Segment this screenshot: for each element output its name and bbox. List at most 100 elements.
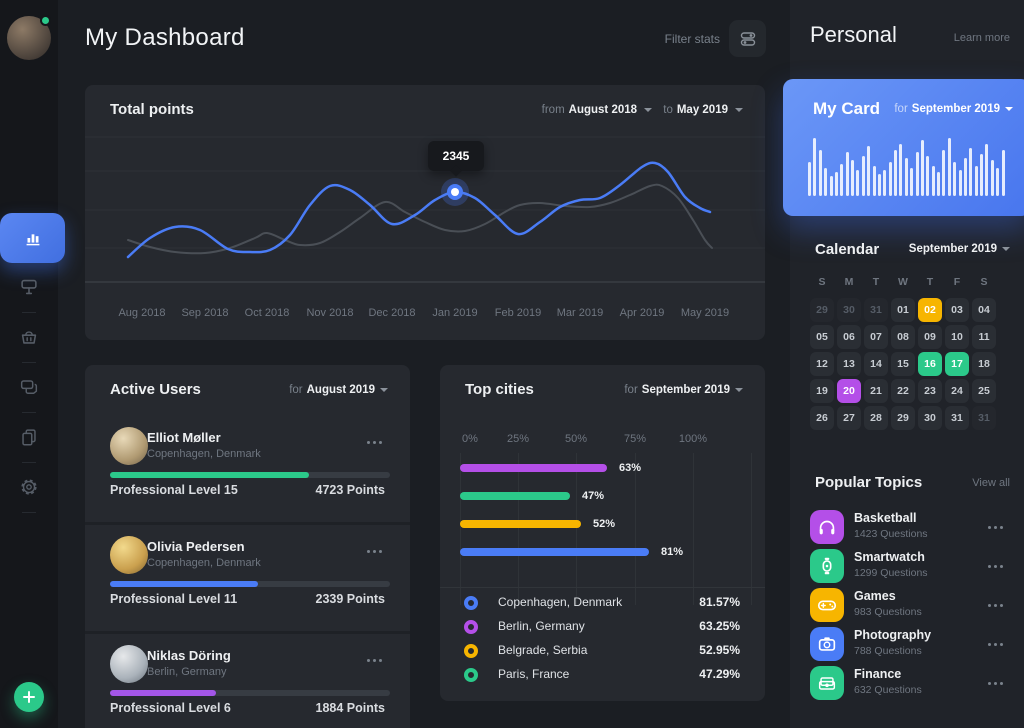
more-options-icon[interactable] — [367, 657, 385, 663]
wave-bar — [904, 158, 908, 196]
calendar-month[interactable]: September 2019 — [908, 243, 997, 255]
calendar-day[interactable]: 08 — [891, 325, 915, 349]
topic-row[interactable]: Photography 788 Questions — [790, 627, 1024, 661]
calendar-day[interactable]: 21 — [864, 379, 888, 403]
active-users-card: Active Users for August 2019 Elliot Mølle… — [85, 365, 410, 728]
calendar-day[interactable]: 07 — [864, 325, 888, 349]
to-value[interactable]: May 2019 — [676, 104, 728, 116]
more-options-icon[interactable] — [988, 524, 1006, 530]
calendar-day[interactable]: 12 — [810, 352, 834, 376]
calendar-day[interactable]: 29 — [810, 298, 834, 322]
sidebar-item-messages[interactable] — [0, 367, 58, 407]
user-name: Olivia Pedersen — [147, 539, 245, 554]
waveform-chart — [808, 134, 1005, 196]
calendar-day[interactable]: 27 — [837, 406, 861, 430]
wave-bar — [947, 138, 951, 196]
chevron-down-icon — [1002, 247, 1010, 251]
calendar-day[interactable]: 02 — [918, 298, 942, 322]
calendar-day[interactable]: 03 — [945, 298, 969, 322]
legend-city: Paris, France — [498, 667, 570, 681]
calendar-day[interactable]: 19 — [810, 379, 834, 403]
topic-row[interactable]: Finance 632 Questions — [790, 666, 1024, 700]
more-options-icon[interactable] — [988, 563, 1006, 569]
calendar-day[interactable]: 29 — [891, 406, 915, 430]
wave-bar — [931, 166, 935, 196]
wave-bar — [920, 140, 924, 196]
calendar-day[interactable]: 20 — [837, 379, 861, 403]
user-row: Olivia Pedersen Copenhagen, Denmark Profes… — [85, 536, 410, 636]
weekday-label: S — [818, 276, 826, 288]
calendar-day[interactable]: 01 — [891, 298, 915, 322]
calendar-day[interactable]: 11 — [972, 325, 996, 349]
user-avatar[interactable] — [110, 427, 148, 465]
progress-track — [110, 581, 390, 587]
calendar-day[interactable]: 06 — [837, 325, 861, 349]
calendar-day[interactable]: 26 — [810, 406, 834, 430]
gridline — [751, 453, 752, 605]
calendar-day[interactable]: 04 — [972, 298, 996, 322]
from-value[interactable]: August 2018 — [568, 104, 638, 116]
month-selector[interactable]: for September 2019 — [894, 103, 1013, 115]
topic-row[interactable]: Games 983 Questions — [790, 588, 1024, 622]
user-avatar[interactable] — [110, 645, 148, 683]
calendar-day[interactable]: 25 — [972, 379, 996, 403]
sidebar-item-settings[interactable] — [0, 467, 58, 507]
user-avatar[interactable] — [7, 15, 51, 60]
learn-more-link[interactable]: Learn more — [953, 32, 1010, 44]
more-options-icon[interactable] — [367, 439, 385, 445]
calendar-day[interactable]: 18 — [972, 352, 996, 376]
calendar-day[interactable]: 24 — [945, 379, 969, 403]
legend-ring-icon — [464, 668, 478, 682]
more-options-icon[interactable] — [988, 602, 1006, 608]
signpost-icon — [21, 279, 37, 295]
calendar-day[interactable]: 13 — [837, 352, 861, 376]
calendar-day[interactable]: 31 — [972, 406, 996, 430]
month-selector[interactable]: September 2019 — [909, 243, 1010, 255]
calendar-day[interactable]: 30 — [918, 406, 942, 430]
filter-stats-button[interactable] — [729, 20, 766, 57]
topic-name: Photography — [854, 628, 932, 642]
month-selector[interactable]: for September 2019 — [624, 384, 743, 396]
calendar-day[interactable]: 09 — [918, 325, 942, 349]
date-range-selector[interactable]: from August 2018 to May 2019 — [542, 104, 743, 116]
sidebar-item-dashboard[interactable] — [0, 213, 65, 263]
for-value[interactable]: September 2019 — [641, 384, 730, 396]
calendar-day[interactable]: 28 — [864, 406, 888, 430]
legend-city: Belgrade, Serbia — [498, 643, 588, 657]
calendar-day[interactable]: 10 — [945, 325, 969, 349]
calendar-day[interactable]: 30 — [837, 298, 861, 322]
for-value[interactable]: August 2019 — [306, 384, 375, 396]
calendar-day[interactable]: 05 — [810, 325, 834, 349]
chevron-down-icon — [1005, 107, 1013, 111]
axis-tick-label: 0% — [462, 433, 478, 445]
topic-row[interactable]: Smartwatch 1299 Questions — [790, 549, 1024, 583]
calendar-day[interactable]: 16 — [918, 352, 942, 376]
view-all-link[interactable]: View all — [972, 477, 1010, 489]
wave-bar — [840, 164, 844, 196]
my-card: My Card for September 2019 — [783, 79, 1024, 216]
calendar-day[interactable]: 14 — [864, 352, 888, 376]
calendar-day[interactable]: 31 — [864, 298, 888, 322]
more-options-icon[interactable] — [988, 641, 1006, 647]
calendar-day[interactable]: 17 — [945, 352, 969, 376]
chat-icon — [20, 380, 38, 394]
from-label: from — [541, 104, 565, 116]
progress-fill — [110, 690, 217, 696]
topic-row[interactable]: Basketball 1423 Questions — [790, 510, 1024, 544]
month-selector[interactable]: for August 2019 — [289, 384, 388, 396]
for-value[interactable]: September 2019 — [911, 103, 1000, 115]
plus-icon — [23, 691, 35, 703]
filter-stats-label: Filter stats — [664, 32, 720, 46]
card-title: Active Users — [110, 381, 201, 398]
sidebar-item-milestones[interactable] — [0, 267, 58, 307]
more-options-icon[interactable] — [367, 548, 385, 554]
calendar-day[interactable]: 23 — [918, 379, 942, 403]
more-options-icon[interactable] — [988, 680, 1006, 686]
sidebar-item-documents[interactable] — [0, 417, 58, 457]
add-button[interactable] — [14, 682, 44, 712]
sidebar-item-shop[interactable] — [0, 317, 58, 357]
calendar-day[interactable]: 15 — [891, 352, 915, 376]
user-avatar[interactable] — [110, 536, 148, 574]
calendar-day[interactable]: 22 — [891, 379, 915, 403]
calendar-day[interactable]: 31 — [945, 406, 969, 430]
